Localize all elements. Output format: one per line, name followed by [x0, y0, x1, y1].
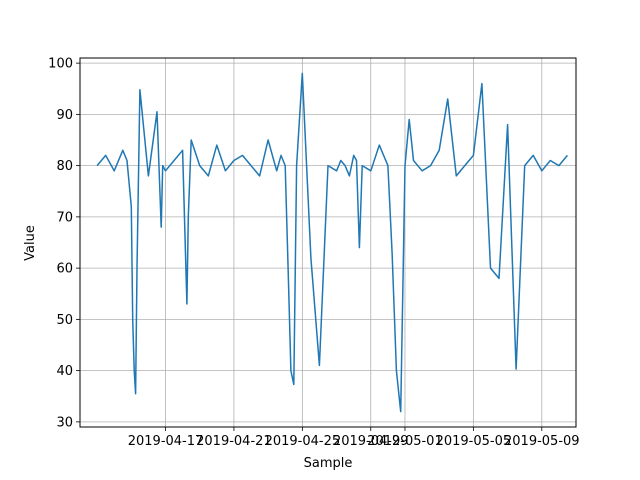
y-axis-label: Value — [23, 225, 38, 261]
x-tick-label: 2019-04-29 — [333, 434, 409, 449]
y-tick-label: 80 — [56, 159, 73, 174]
data-series — [96, 72, 568, 413]
y-tick-label: 70 — [56, 210, 73, 225]
y-tick-label: 60 — [56, 262, 73, 277]
series-line — [96, 72, 568, 413]
x-tick-label: 2019-05-05 — [436, 434, 512, 449]
y-tick-label: 100 — [48, 57, 73, 72]
y-tick-label: 90 — [56, 108, 73, 123]
x-axis-ticks: 2019-04-172019-04-212019-04-252019-04-29… — [128, 427, 580, 449]
y-axis-ticks: 30 40 50 60 70 80 90 100 — [48, 57, 80, 430]
x-axis-label: Sample — [304, 456, 353, 471]
x-tick-label: 2019-05-09 — [504, 434, 580, 449]
y-tick-label: 30 — [56, 415, 73, 430]
plot-frame — [79, 57, 577, 428]
x-tick-label: 2019-04-21 — [196, 434, 272, 449]
x-tick-label: 2019-04-17 — [128, 434, 204, 449]
x-tick-label: 2019-05-01 — [367, 434, 443, 449]
y-tick-label: 40 — [56, 364, 73, 379]
x-tick-label: 2019-04-25 — [265, 434, 341, 449]
y-tick-label: 50 — [56, 313, 73, 328]
